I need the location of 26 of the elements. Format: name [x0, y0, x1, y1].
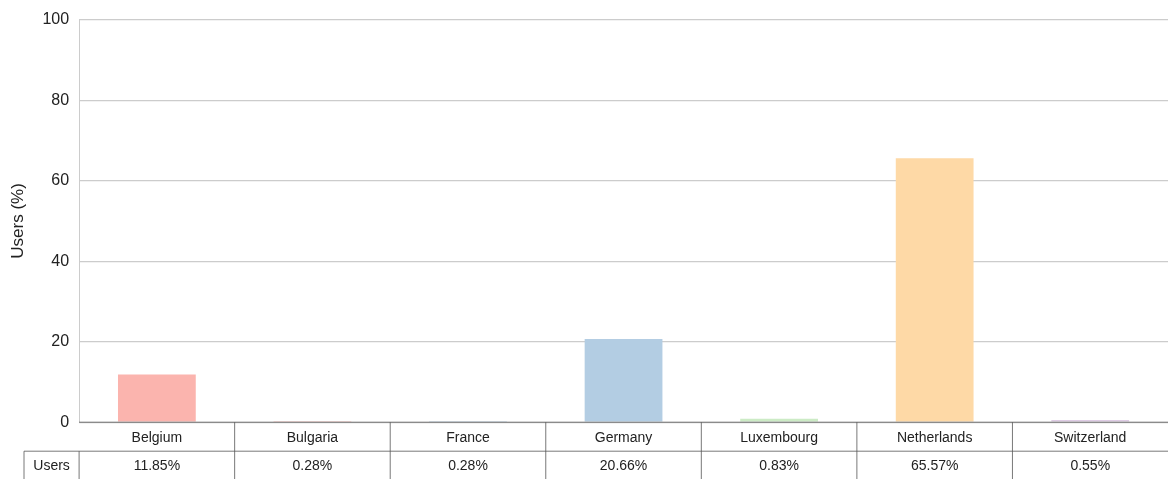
x-tick-label: Netherlands — [896, 429, 973, 446]
y-tick-label: 60 — [51, 171, 70, 189]
y-tick-label: 100 — [42, 10, 70, 28]
y-tick-label: 80 — [51, 90, 70, 108]
y-axis-title: Users (%) — [7, 183, 27, 259]
y-tick-label: 40 — [51, 251, 70, 269]
data-label: 0.28% — [448, 456, 488, 473]
bar — [584, 339, 663, 422]
data-label: 0.83% — [759, 456, 799, 473]
bar — [117, 374, 196, 422]
text: Users — [33, 456, 70, 473]
data-label: 11.85% — [133, 456, 181, 473]
data-label: 65.57% — [910, 456, 959, 473]
x-tick-label: Germany — [594, 429, 653, 446]
x-tick-label: Luxembourg — [740, 429, 819, 446]
x-tick-label: France — [446, 429, 490, 446]
bar — [895, 158, 974, 422]
data-label: 20.66% — [599, 456, 648, 473]
bar — [740, 418, 818, 422]
x-tick-label: Switzerland — [1054, 429, 1127, 446]
y-tick-label: 20 — [51, 332, 70, 350]
x-tick-label: Belgium — [131, 429, 183, 446]
x-tick-label: Bulgaria — [286, 429, 339, 446]
data-label: 0.28% — [292, 456, 333, 473]
y-tick-label: 0 — [60, 412, 70, 430]
data-label: 0.55% — [1070, 456, 1111, 473]
